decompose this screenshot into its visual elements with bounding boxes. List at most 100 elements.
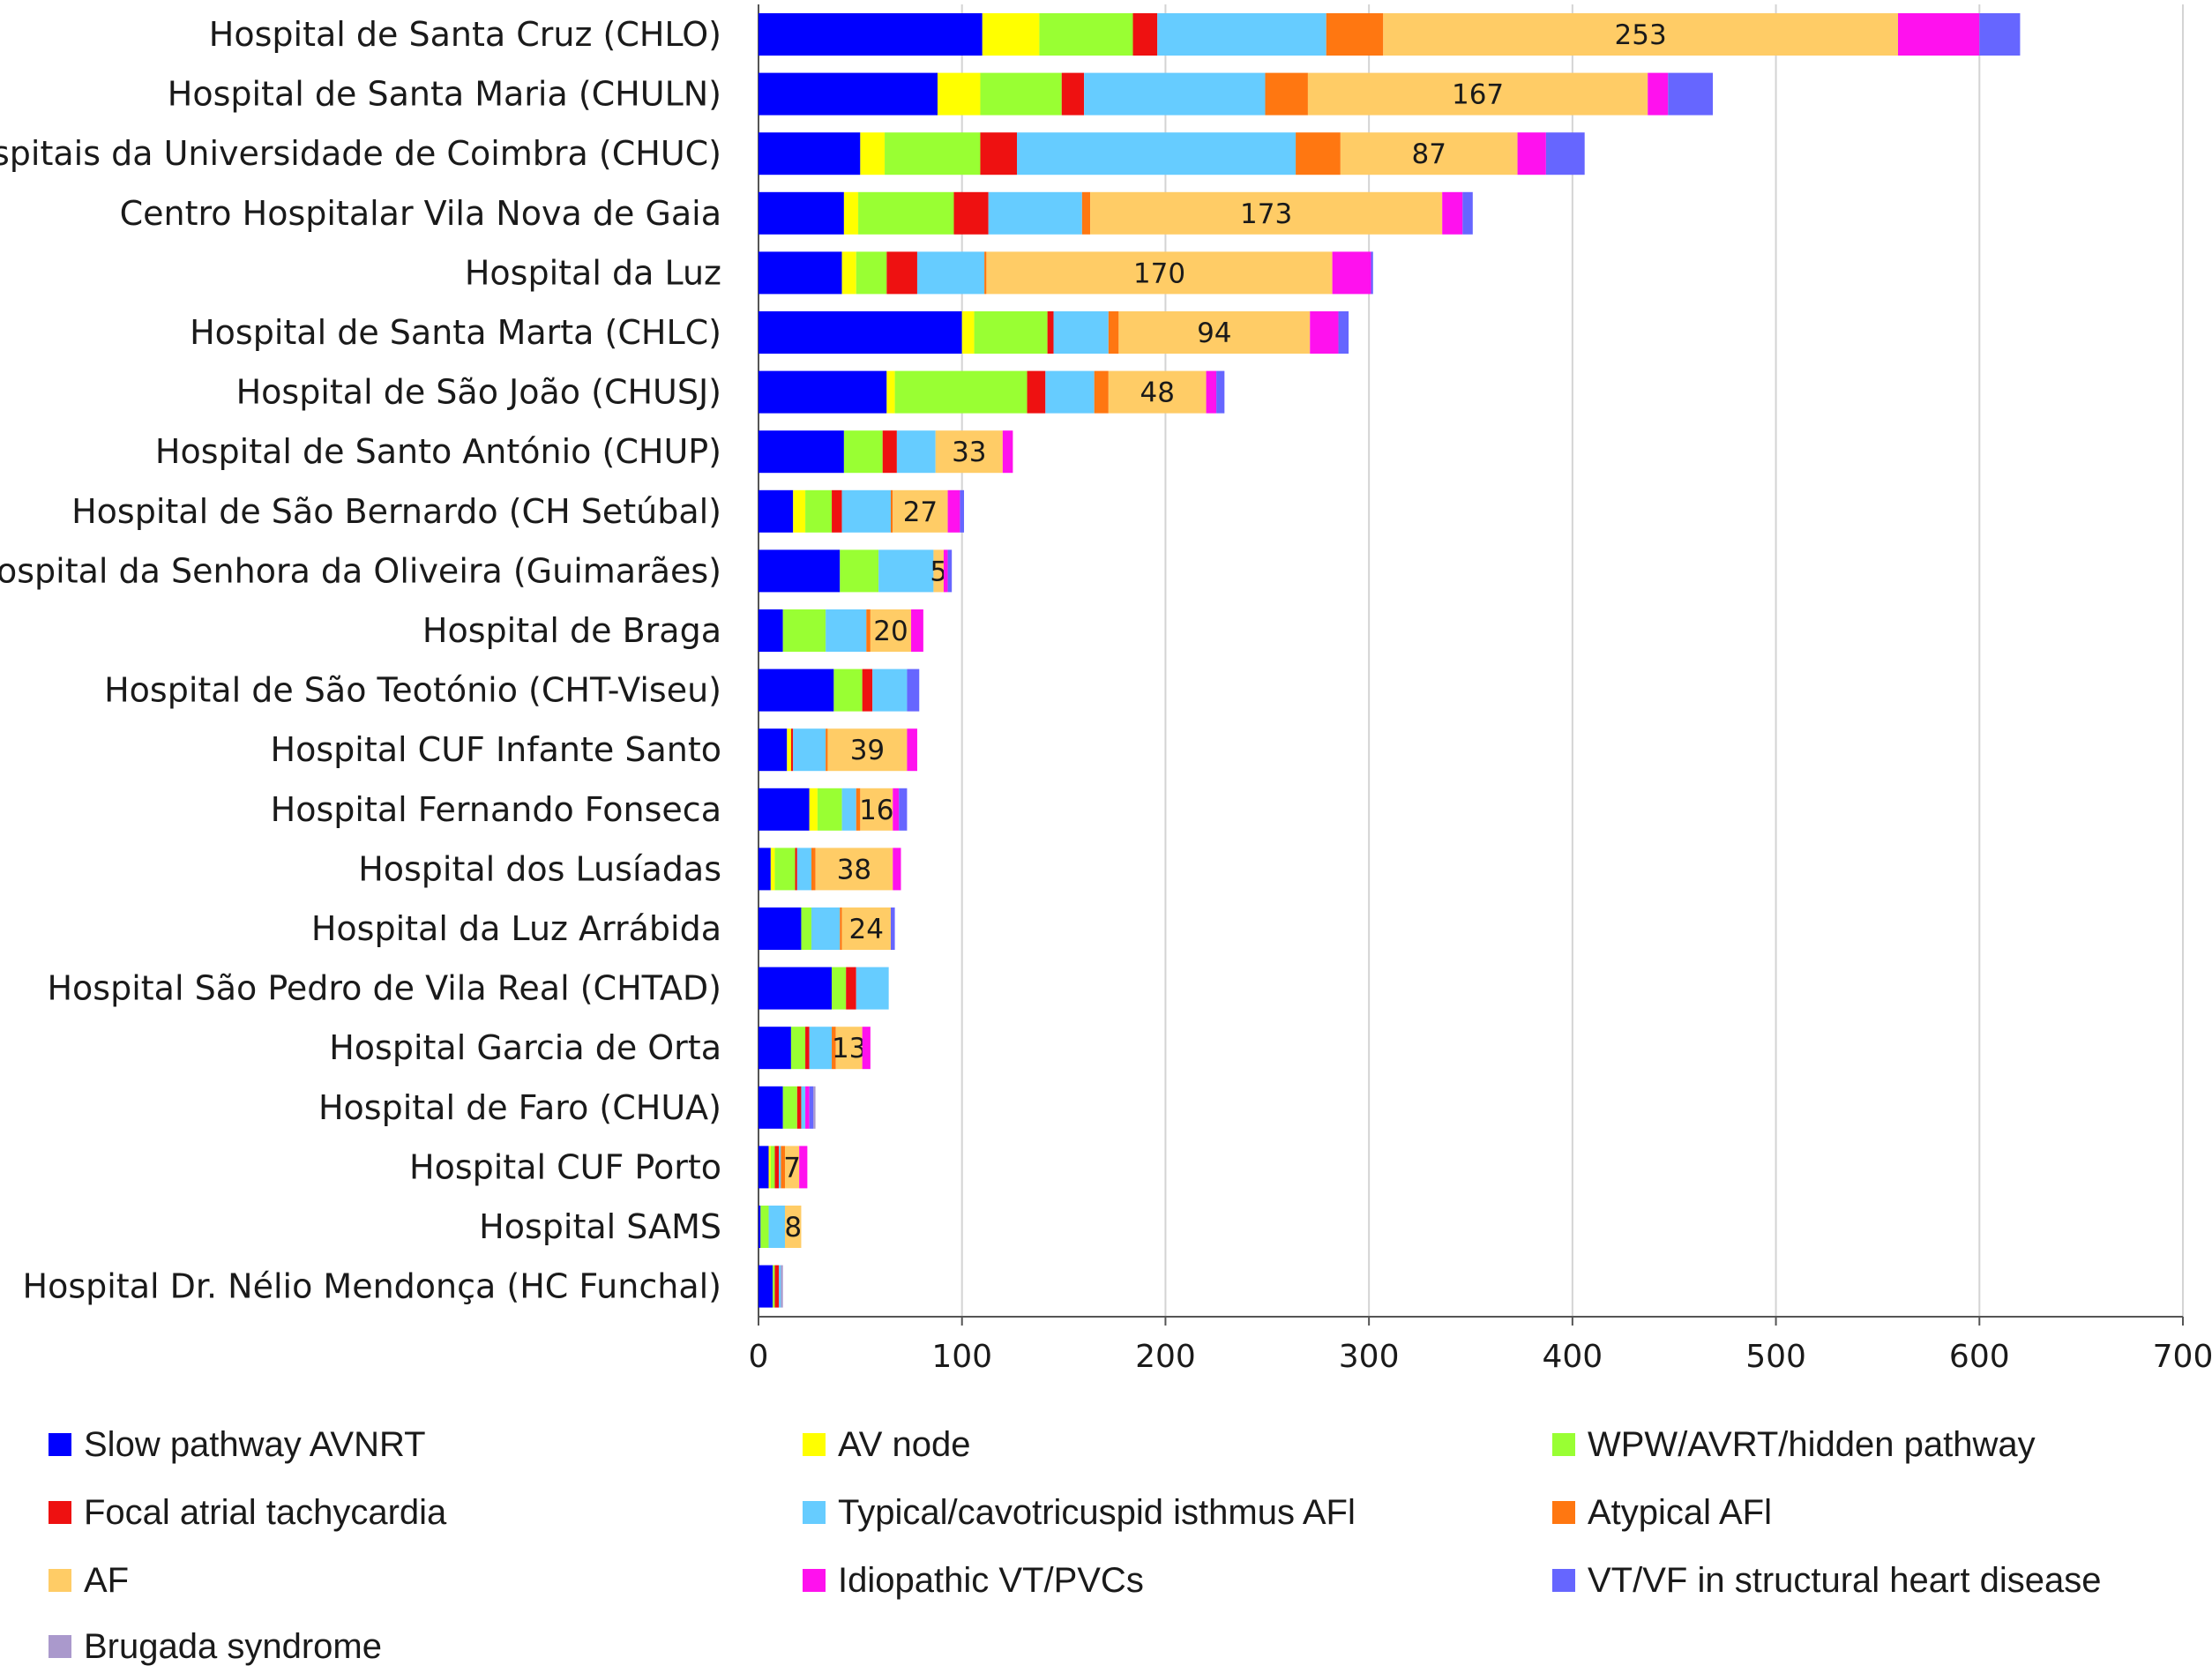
- bar-segment: [858, 191, 954, 235]
- bar-segment: [787, 728, 791, 772]
- bar-segment: [799, 1146, 808, 1189]
- bar-segment: [759, 1265, 773, 1308]
- bar-segment: [759, 132, 861, 176]
- bar-segment: [935, 430, 1003, 474]
- bar-segment: [841, 251, 856, 295]
- bar-segment: [759, 907, 802, 950]
- data-label: 48: [1140, 377, 1174, 409]
- legend-swatch: [803, 1501, 826, 1524]
- bar-segment: [793, 489, 806, 533]
- bar-segment: [759, 848, 771, 891]
- bar-segment: [1081, 191, 1091, 235]
- bar-segment: [809, 1027, 833, 1070]
- bar-segment: [890, 489, 893, 533]
- bar-segment: [773, 1265, 775, 1308]
- category-label: Hospital da Senhora da Oliveira (Guimarã…: [0, 551, 721, 590]
- category-label: Hospital de São Bernardo (CH Setúbal): [71, 492, 721, 531]
- bar-segment: [860, 132, 886, 176]
- legend-label: AF: [84, 1560, 130, 1600]
- bar-segment: [774, 848, 796, 891]
- bar-segment: [759, 609, 783, 652]
- bar-segment: [759, 967, 833, 1010]
- bar-segment: [896, 430, 936, 474]
- bar-segment: [809, 1086, 814, 1129]
- bar-segment: [759, 72, 938, 116]
- bar-segment: [960, 489, 965, 533]
- legend-item: AV node: [803, 1418, 971, 1471]
- bar-segment: [1442, 191, 1463, 235]
- bar-segment: [899, 788, 908, 831]
- bar-segment: [1206, 370, 1217, 414]
- legend-item: AF: [49, 1554, 129, 1607]
- bar-segment: [805, 489, 833, 533]
- legend-swatch: [1552, 1501, 1575, 1524]
- bar-segment: [796, 848, 811, 891]
- bar-segment: [1017, 132, 1297, 176]
- bar-segment: [862, 668, 873, 712]
- bar-segment: [809, 788, 818, 831]
- category-label: Hospital de Faro (CHUA): [318, 1088, 721, 1127]
- data-label: 38: [837, 854, 871, 885]
- category-label: Hospital de Santa Cruz (CHLO): [209, 15, 721, 54]
- bar-segment: [961, 311, 975, 354]
- category-label: Hospital SAMS: [479, 1207, 721, 1246]
- category-label: Hospital de Santa Marta (CHLC): [190, 313, 721, 352]
- category-label: Centro Hospitalar Vila Nova de Gaia: [120, 194, 721, 233]
- data-label: 5: [930, 556, 947, 587]
- x-tick-label: 100: [931, 1339, 992, 1375]
- bar-segment: [872, 668, 908, 712]
- bar-segment: [1307, 72, 1648, 116]
- bar-segment: [953, 191, 989, 235]
- bar-segment: [885, 132, 981, 176]
- category-label: Hospital de São João (CHUSJ): [236, 373, 721, 412]
- bar-segment: [1462, 191, 1473, 235]
- bar-segment: [886, 251, 917, 295]
- legend-item: VT/VF in structural heart disease: [1552, 1554, 2101, 1607]
- bar-segment: [1132, 13, 1158, 56]
- bar-segment: [779, 1146, 781, 1189]
- bar-segment: [835, 1027, 863, 1070]
- bar-segment: [1216, 370, 1225, 414]
- x-tick-label: 400: [1542, 1339, 1603, 1375]
- bar-segment: [759, 191, 844, 235]
- bar-segment: [1002, 430, 1013, 474]
- bar-segment: [841, 907, 891, 950]
- legend-label: VT/VF in structural heart disease: [1588, 1560, 2102, 1600]
- category-label: Hospital Fernando Fonseca: [271, 790, 721, 829]
- data-label: 16: [859, 795, 893, 826]
- bar-segment: [770, 1146, 775, 1189]
- bar-segment: [790, 728, 794, 772]
- bar-segment: [760, 1206, 769, 1248]
- bar-segment: [768, 1146, 771, 1189]
- category-label: Hospital de São Teotónio (CHT-Viseu): [104, 671, 721, 710]
- bar-segment: [805, 1027, 810, 1070]
- bar-segment: [856, 251, 887, 295]
- bar-segment: [843, 430, 883, 474]
- bar-segment: [911, 609, 923, 652]
- bar-segment: [943, 549, 948, 593]
- bar-segment: [1047, 311, 1054, 354]
- bar-segment: [801, 907, 811, 950]
- bar-segment: [988, 191, 1082, 235]
- bar-segment: [1045, 370, 1095, 414]
- legend-item: Focal atrial tachycardia: [49, 1486, 446, 1539]
- bar-segment: [793, 728, 826, 772]
- bar-segment: [947, 489, 960, 533]
- bar-segment: [759, 489, 794, 533]
- legend-item: Brugada syndrome: [49, 1620, 382, 1673]
- bar-segment: [790, 1027, 806, 1070]
- data-label: 33: [952, 437, 986, 468]
- data-label: 173: [1240, 198, 1292, 230]
- bar-segment: [796, 1086, 802, 1129]
- bar-segment: [1338, 311, 1349, 354]
- category-label: Hospital dos Lusíadas: [358, 849, 721, 888]
- bar-segment: [759, 13, 983, 56]
- bar-segment: [907, 728, 917, 772]
- x-tick-label: 0: [749, 1339, 769, 1375]
- x-tick-label: 200: [1135, 1339, 1196, 1375]
- bar-segment: [840, 549, 879, 593]
- bar-segment: [1027, 370, 1046, 414]
- legend-label: Brugada syndrome: [84, 1626, 382, 1666]
- bar-segment: [933, 549, 944, 593]
- legend-item: Idiopathic VT/PVCs: [803, 1554, 1144, 1607]
